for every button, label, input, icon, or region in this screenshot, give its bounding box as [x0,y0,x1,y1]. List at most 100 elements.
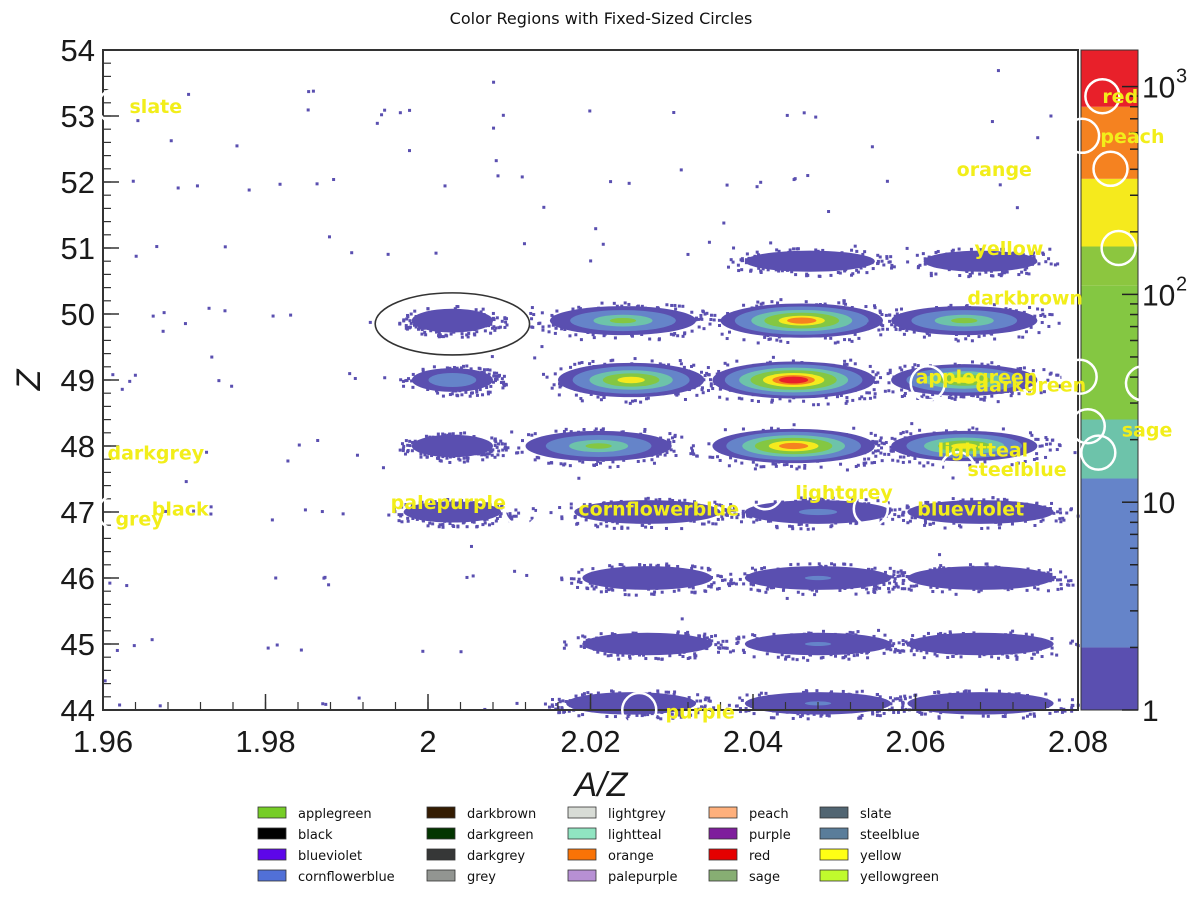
selection-ellipse [374,292,531,356]
cluster-speckle [554,326,558,330]
cluster-speckle [888,641,892,645]
cluster-speckle [487,452,491,456]
scatter-point [741,509,745,513]
cluster-speckle [729,258,733,262]
cluster-speckle [1039,314,1043,317]
cluster-speckle [1033,523,1037,527]
annotation-label-lightteal: lightteal [938,439,1029,461]
scatter-point [878,439,882,443]
cluster-speckle [1027,272,1031,276]
cluster-speckle [996,498,1000,502]
cluster-speckle [620,526,624,530]
cluster-speckle [1000,269,1004,273]
cluster-speckle [790,464,794,468]
cluster-speckle [1060,710,1064,714]
scatter-point [118,703,122,707]
cluster-speckle [984,270,988,274]
y-tick-label: 44 [61,693,95,728]
cluster-speckle [984,562,988,566]
cluster-speckle [999,522,1003,526]
cluster-speckle [658,497,662,501]
scatter-point [530,516,534,520]
cluster-speckle [853,362,857,366]
cluster-speckle [1048,386,1052,390]
cluster-speckle [503,442,507,446]
cluster-speckle [873,392,877,396]
cluster-speckle [755,463,759,467]
cluster-speckle [882,702,886,706]
cluster-speckle [749,269,753,273]
cluster-speckle [796,590,800,594]
cluster-speckle [915,648,919,652]
cluster-speckle [650,592,654,596]
cluster-speckle [654,498,658,502]
cluster-speckle [410,379,414,383]
scatter-point [531,507,535,511]
cluster-speckle [762,566,766,570]
cluster-speckle [530,325,534,329]
cluster-speckle [894,647,898,651]
cluster-speckle [547,324,551,328]
cluster-speckle [577,714,581,718]
legend-label-sage: sage [749,870,780,885]
cluster-speckle [716,455,720,459]
cluster-speckle [775,338,779,342]
cluster-speckle [710,634,714,638]
cluster-speckle [538,321,542,325]
cluster-speckle [990,655,994,659]
cluster-speckle [830,562,834,566]
cluster-speckle [1015,655,1019,659]
cluster-speckle [547,705,551,709]
legend-label-lightteal: lightteal [608,828,662,843]
x-tick-label: 2.08 [1048,724,1108,759]
cluster-speckle [446,497,450,501]
cluster-speckle [908,695,912,699]
cluster-speckle [553,372,557,376]
cluster-speckle [909,584,913,588]
cluster-speckle [1017,692,1021,696]
cluster-speckle [1058,578,1062,582]
cluster-speckle [1055,709,1059,713]
cluster-speckle [899,432,903,436]
cluster-speckle [756,399,760,403]
annotation-label-slate: slate [130,96,183,118]
legend-swatch-steelblue [819,827,849,840]
cluster-speckle [475,388,479,392]
scatter-point [383,376,387,380]
cluster-speckle [488,390,492,394]
scatter-point [601,242,605,246]
cluster-speckle [760,567,764,571]
cluster-speckle [949,303,953,307]
cluster-speckle [459,366,463,370]
cluster-speckle [711,455,715,459]
cluster-speckle [725,646,729,650]
cluster-speckle [723,646,727,650]
cluster-speckle [805,523,809,527]
cluster-speckle [821,497,825,501]
cluster-speckle [829,273,833,277]
cluster-speckle [1025,714,1029,718]
cluster-speckle [892,642,896,646]
cluster-contour [779,376,809,384]
cluster-speckle [1030,656,1034,660]
cluster-speckle [608,465,612,469]
cluster-speckle [782,463,786,467]
cluster-speckle [891,644,895,648]
cluster-speckle [837,301,841,305]
cluster-speckle [560,576,564,580]
cluster-speckle [1075,642,1079,646]
scatter-point [324,702,328,706]
scatter-point [192,509,196,513]
cluster-speckle [680,435,684,439]
cluster-speckle [900,388,904,392]
cluster-speckle [741,512,745,516]
x-tick-label: 2.06 [885,724,945,759]
cluster-speckle [1010,391,1014,395]
scatter-point [529,311,533,315]
cluster-speckle [464,390,468,394]
cluster-speckle [1023,268,1027,272]
cluster-speckle [618,562,622,566]
cluster-speckle [938,566,942,570]
cluster-speckle [922,464,926,468]
cluster-speckle [872,587,876,591]
